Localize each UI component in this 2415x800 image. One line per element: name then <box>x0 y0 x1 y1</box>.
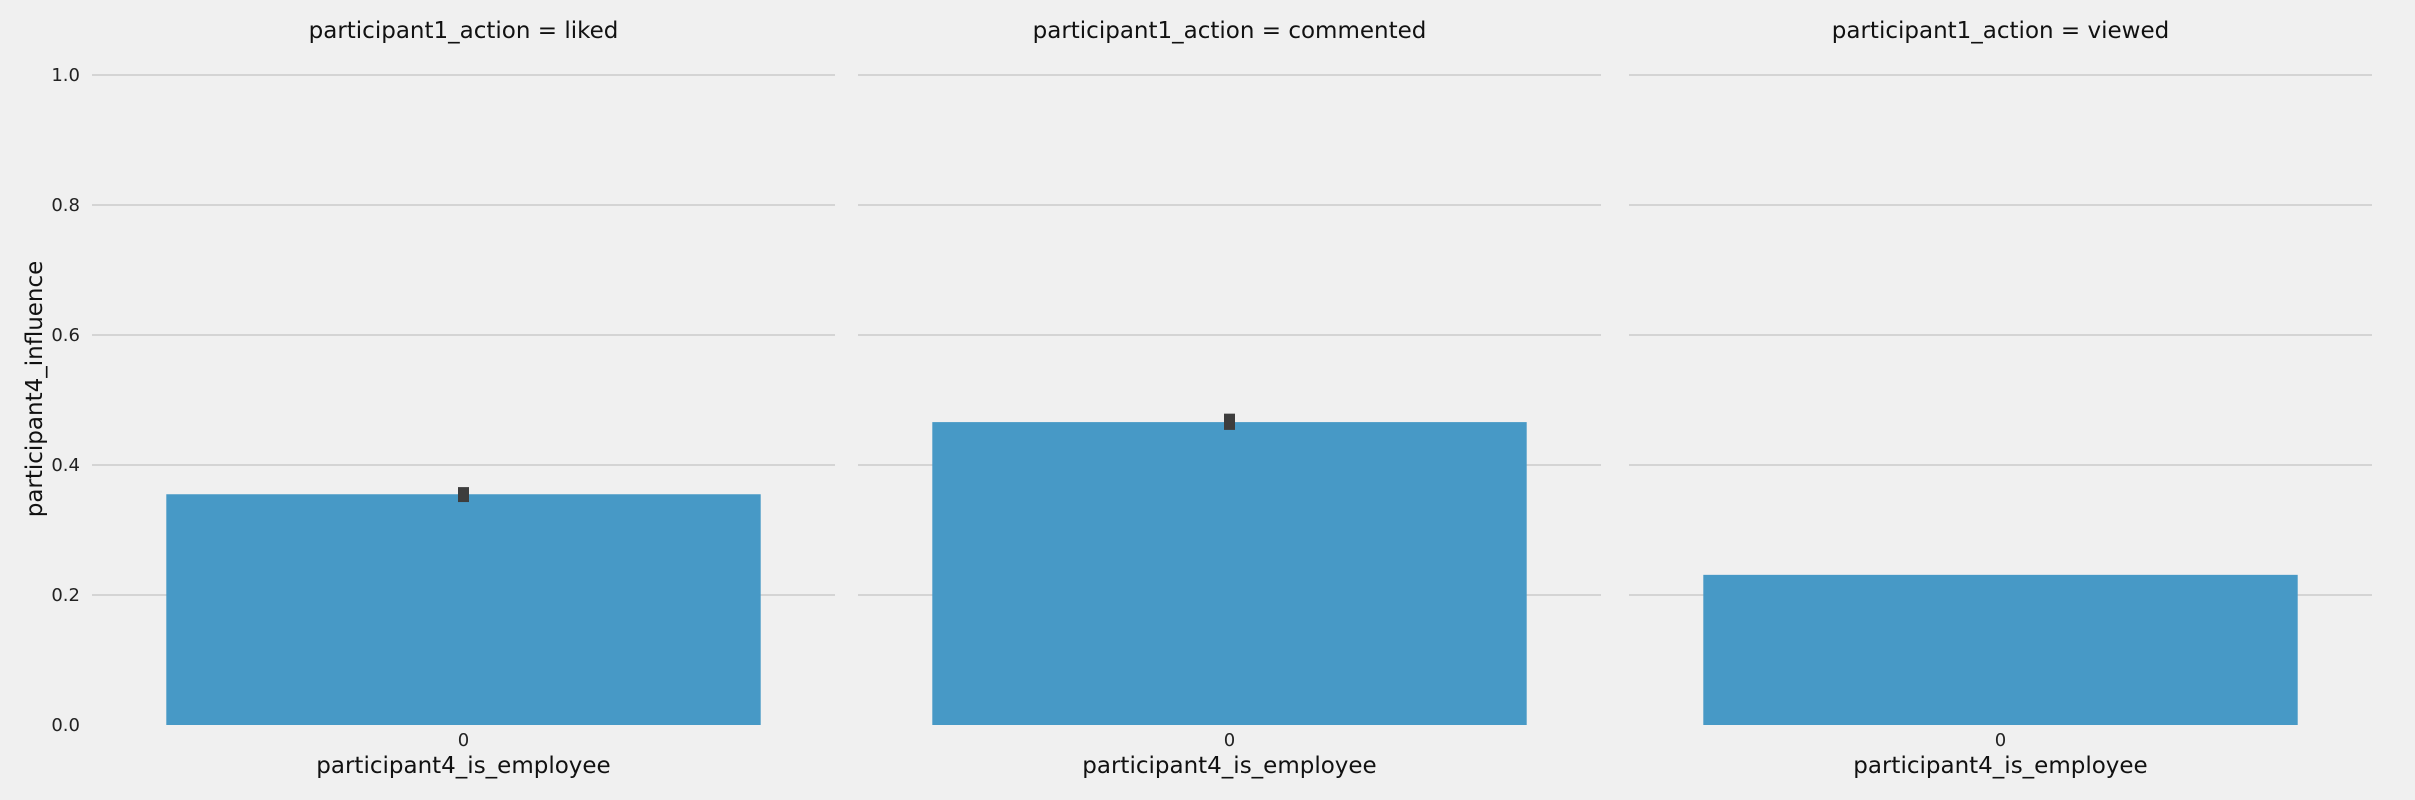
x-axis-label: participant4_is_employee <box>1082 753 1376 779</box>
facet-panels: 0.0 0.2 0.4 0.6 0.8 1.0 participant1_action = … <box>51 18 2372 779</box>
panel-title: participant1_action = viewed <box>1832 18 2169 44</box>
y-tick-label: 0.2 <box>51 585 80 606</box>
y-axis-label: participant4_influence <box>22 261 48 518</box>
y-tick-label: 0.0 <box>51 715 80 736</box>
y-tick-label: 0.4 <box>51 455 80 476</box>
y-tick-label: 0.8 <box>51 195 80 216</box>
facet-panel: participant1_action = viewed 0participant… <box>1629 18 2372 779</box>
x-tick-label: 0 <box>1995 730 2006 751</box>
x-axis-label: participant4_is_employee <box>1853 753 2147 779</box>
panel-title: participant1_action = liked <box>309 18 619 44</box>
bar <box>166 494 761 725</box>
bar <box>932 422 1527 725</box>
y-tick-label: 1.0 <box>51 65 80 86</box>
panel-title: participant1_action = commented <box>1033 18 1427 44</box>
facet-panel: participant1_action = commented 0particip… <box>858 18 1601 779</box>
facet-panel: 0.0 0.2 0.4 0.6 0.8 1.0 participant1_action = … <box>51 18 835 779</box>
x-tick-label: 0 <box>458 730 469 751</box>
x-tick-label: 0 <box>1224 730 1235 751</box>
bar <box>1703 574 2298 725</box>
x-axis-label: participant4_is_employee <box>316 753 610 779</box>
y-tick-label: 0.6 <box>51 325 80 346</box>
